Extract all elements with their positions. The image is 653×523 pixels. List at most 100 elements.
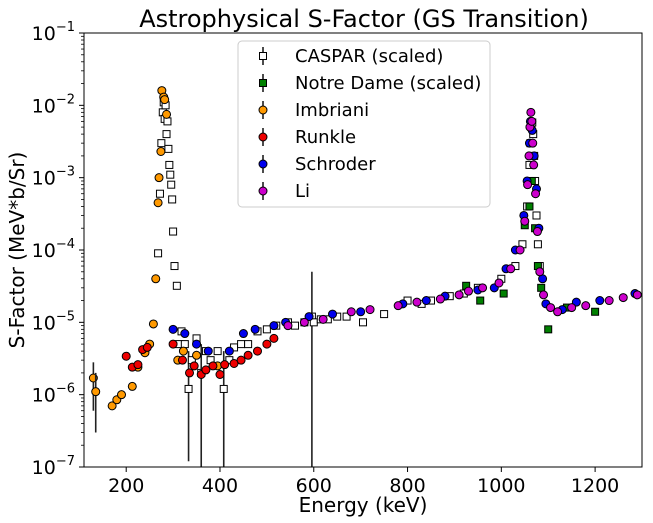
data-point-s0-p33 — [262, 325, 271, 334]
plot-area — [88, 86, 642, 467]
data-point-s3-p18 — [262, 339, 272, 349]
data-point-s2-p12 — [154, 173, 164, 183]
data-point-s5-p1 — [299, 317, 309, 327]
data-point-s5-p5 — [393, 301, 403, 311]
data-point-s0-p44 — [359, 318, 367, 327]
data-point-s4-p1 — [180, 329, 190, 339]
data-point-s0-p1 — [155, 189, 164, 198]
data-point-s2-p9 — [148, 319, 158, 329]
data-point-s0-p8 — [163, 117, 172, 126]
data-point-s2-p2 — [107, 401, 117, 411]
data-point-s5-p23 — [532, 227, 542, 237]
data-point-s0-p27 — [219, 384, 228, 393]
data-point-s2-p20 — [192, 350, 202, 360]
data-point-s0-p43 — [342, 312, 351, 321]
data-point-s3-p15 — [236, 355, 246, 365]
data-point-s4-p3 — [203, 346, 213, 356]
data-point-s0-p20 — [184, 384, 193, 393]
data-point-s5-p14 — [520, 216, 530, 226]
data-point-s3-p10 — [201, 365, 211, 375]
data-point-s0-p9 — [164, 144, 173, 153]
legend-box — [237, 40, 491, 208]
chart-title: Astrophysical S-Factor (GS Transition) — [139, 5, 589, 33]
data-point-s4-p13 — [421, 296, 431, 306]
data-point-s1-p1 — [476, 296, 485, 305]
data-point-s2-p11 — [153, 198, 163, 208]
data-point-s5-p29 — [581, 301, 591, 311]
legend-label-2: Imbriani — [295, 100, 369, 121]
data-point-s0-p0 — [154, 249, 163, 258]
data-point-s5-p11 — [494, 278, 504, 288]
x-axis-label: Energy (keV) — [299, 493, 428, 517]
data-point-s5-p32 — [632, 290, 642, 300]
y-axis-label: S-Factor (MeV*b/Sr) — [5, 152, 29, 349]
data-point-s2-p16 — [160, 95, 170, 105]
data-point-s3-p2 — [133, 360, 143, 370]
data-point-s5-p3 — [346, 307, 356, 317]
data-point-s4-p11 — [356, 307, 366, 317]
series-3 — [121, 333, 279, 380]
data-point-s2-p10 — [151, 274, 161, 284]
data-point-s5-p21 — [529, 160, 539, 170]
y-tick-label-2: 10−5 — [32, 309, 75, 334]
data-point-s0-p15 — [170, 262, 179, 271]
data-point-s5-p27 — [553, 307, 563, 317]
data-point-s1-p8 — [537, 283, 546, 292]
data-point-s4-p7 — [269, 321, 279, 331]
legend: CASPAR (scaled) Notre Dame (scaled) Imbria… — [237, 40, 491, 208]
data-point-s4-p2 — [192, 339, 202, 349]
data-point-s0-p64 — [533, 240, 542, 249]
data-point-s0-p14 — [169, 227, 178, 236]
data-point-s5-p28 — [567, 303, 577, 313]
x-tick-label-0: 200 — [108, 475, 144, 497]
legend-label-4: Schroder — [295, 154, 376, 175]
data-point-s2-p19 — [178, 346, 188, 356]
data-point-s3-p4 — [142, 342, 152, 352]
series-5 — [283, 107, 642, 331]
data-point-s4-p31 — [595, 296, 605, 306]
data-point-s5-p26 — [546, 303, 556, 313]
legend-marker-3 — [258, 132, 268, 142]
data-point-s5-p31 — [618, 293, 628, 303]
data-point-s2-p1 — [91, 387, 101, 397]
data-point-s3-p17 — [252, 346, 262, 356]
data-point-s5-p0 — [283, 321, 293, 331]
y-tick-label-1: 10−6 — [32, 382, 75, 407]
data-point-s1-p4 — [525, 202, 534, 211]
data-point-s0-p31 — [244, 340, 253, 349]
data-point-s0-p45 — [380, 310, 389, 319]
x-tick-label-3: 800 — [389, 475, 425, 497]
data-point-s5-p12 — [506, 264, 516, 274]
data-point-s1-p9 — [544, 325, 553, 334]
data-point-s4-p4 — [224, 346, 234, 356]
data-point-s0-p19 — [180, 340, 189, 349]
y-tick-label-6: 10−1 — [32, 20, 75, 45]
data-point-s2-p13 — [156, 147, 166, 157]
data-point-s0-p2 — [157, 139, 166, 148]
legend-label-1: Notre Dame (scaled) — [295, 73, 481, 94]
data-point-s2-p5 — [127, 381, 137, 391]
data-point-s4-p0 — [168, 324, 178, 334]
data-point-s0-p30 — [237, 340, 246, 349]
data-point-s5-p6 — [412, 297, 422, 307]
legend-label-5: Li — [295, 181, 310, 202]
legend-marker-1 — [259, 79, 267, 87]
data-point-s3-p6 — [177, 355, 187, 365]
axes: 200 400 600 800 1000 1200 10−7 10−6 10−5 10−4 10−3… — [32, 20, 620, 497]
legend-marker-5 — [258, 186, 268, 196]
data-point-s0-p16 — [172, 281, 181, 290]
y-tick-label-5: 10−2 — [32, 92, 75, 117]
data-point-s5-p22 — [531, 189, 541, 199]
data-point-s5-p13 — [515, 245, 525, 255]
data-point-s5-p18 — [526, 107, 536, 117]
data-point-s3-p11 — [208, 361, 218, 371]
data-point-s0-p63 — [532, 211, 541, 220]
data-point-s4-p9 — [304, 312, 314, 322]
legend-marker-0 — [259, 52, 267, 60]
legend-label-3: Runkle — [295, 127, 356, 148]
data-point-s0-p13 — [168, 195, 177, 204]
data-point-s3-p19 — [269, 333, 279, 343]
legend-marker-2 — [258, 105, 268, 115]
data-point-s0-p7 — [162, 130, 171, 139]
data-point-s5-p4 — [365, 305, 375, 315]
